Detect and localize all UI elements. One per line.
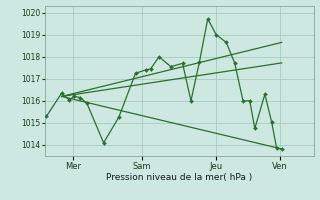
X-axis label: Pression niveau de la mer( hPa ): Pression niveau de la mer( hPa ) <box>106 173 252 182</box>
